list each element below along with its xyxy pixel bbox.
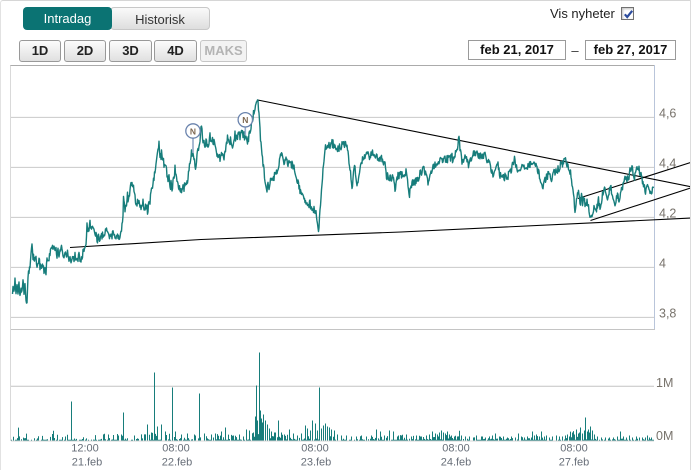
svg-text:4: 4 <box>659 257 666 271</box>
svg-text:1M: 1M <box>656 376 673 390</box>
svg-text:N: N <box>242 115 248 125</box>
svg-text:4,2: 4,2 <box>659 207 676 221</box>
svg-text:3,8: 3,8 <box>659 307 676 321</box>
svg-text:23.feb: 23.feb <box>301 457 332 469</box>
svg-text:22.feb: 22.feb <box>162 457 193 469</box>
svg-text:08:00: 08:00 <box>560 443 588 455</box>
svg-text:27.feb: 27.feb <box>559 457 590 469</box>
svg-text:12:00: 12:00 <box>71 443 99 455</box>
svg-text:08:00: 08:00 <box>162 443 190 455</box>
svg-text:08:00: 08:00 <box>301 443 329 455</box>
svg-text:N: N <box>190 126 196 136</box>
svg-text:21.feb: 21.feb <box>72 457 103 469</box>
svg-text:4,6: 4,6 <box>659 107 676 121</box>
svg-text:4,4: 4,4 <box>659 157 676 171</box>
svg-text:0M: 0M <box>656 429 673 443</box>
svg-text:08:00: 08:00 <box>442 443 470 455</box>
svg-text:24.feb: 24.feb <box>441 457 472 469</box>
